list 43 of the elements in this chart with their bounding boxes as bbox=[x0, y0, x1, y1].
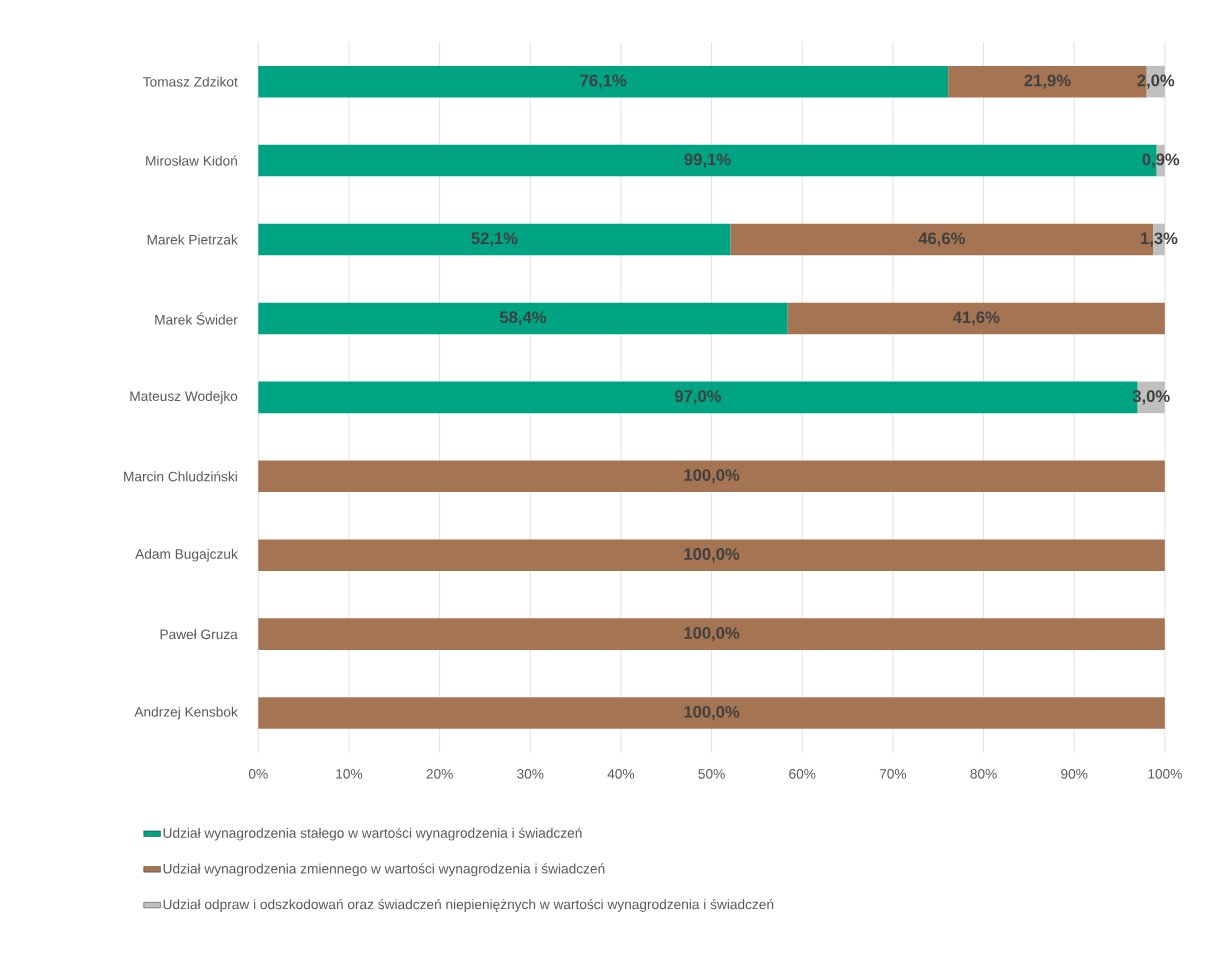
y-tick-label: Mateusz Wodejko bbox=[130, 391, 238, 404]
x-tick-label: 0% bbox=[248, 769, 268, 779]
bar bbox=[258, 302, 788, 335]
data-label: 21,9% bbox=[1024, 74, 1071, 89]
y-tick-label: Paweł Gruza bbox=[160, 629, 238, 640]
legend-label: Udział odpraw i odszkodowań oraz świadczeń niepieniężnych w wartości wynagrodzenia i świadczeń bbox=[163, 899, 774, 913]
bar bbox=[787, 302, 1165, 335]
bar bbox=[258, 460, 1165, 493]
bar bbox=[258, 66, 949, 98]
data-label: 58,4% bbox=[499, 311, 547, 326]
y-tick-label: Marek Pietrzak bbox=[147, 234, 238, 245]
data-label: 100,0% bbox=[684, 548, 740, 563]
bar bbox=[258, 618, 1165, 651]
x-tick-label: 70% bbox=[879, 769, 907, 779]
x-tick-label: 40% bbox=[607, 769, 635, 779]
data-label: 41,6% bbox=[952, 311, 1000, 326]
x-tick-label: 90% bbox=[1061, 769, 1088, 779]
data-label: 100,0% bbox=[684, 706, 740, 721]
data-label: 76,1% bbox=[580, 74, 627, 89]
x-tick-label: 100% bbox=[1148, 769, 1182, 779]
legend-label: Udział wynagrodzenia stałego w wartości wynagrodzenia i świadczeń bbox=[163, 827, 582, 841]
x-tick-label: 20% bbox=[426, 769, 453, 779]
data-label: 100,0% bbox=[684, 469, 740, 484]
bar bbox=[258, 539, 1165, 572]
data-label: 99,1% bbox=[684, 153, 731, 168]
bar bbox=[258, 223, 731, 256]
data-label: 100,0% bbox=[684, 627, 740, 642]
y-tick-label: Tomasz Zdzikot bbox=[143, 76, 238, 87]
x-tick-label: 30% bbox=[517, 769, 544, 779]
legend-label: Udział wynagrodzenia zmiennego w wartości wynagrodzenia i świadczeń bbox=[163, 863, 605, 877]
y-tick-label: Marcin Chludziński bbox=[124, 471, 237, 482]
y-tick-label: Andrzej Kensbok bbox=[134, 706, 238, 720]
x-tick-label: 10% bbox=[336, 769, 363, 779]
data-label: 97,0% bbox=[674, 390, 722, 405]
y-tick-label: Adam Bugajczuk bbox=[135, 549, 238, 562]
x-tick-label: 60% bbox=[789, 769, 816, 779]
data-label: 52,1% bbox=[471, 232, 518, 247]
y-tick-label: Mirosław Kidoń bbox=[146, 155, 237, 166]
y-tick-label: Marek Świder bbox=[155, 312, 238, 325]
bar bbox=[258, 697, 1165, 730]
x-tick-label: 50% bbox=[698, 769, 725, 779]
x-tick-label: 80% bbox=[970, 769, 997, 779]
data-label: 46,6% bbox=[918, 232, 965, 247]
